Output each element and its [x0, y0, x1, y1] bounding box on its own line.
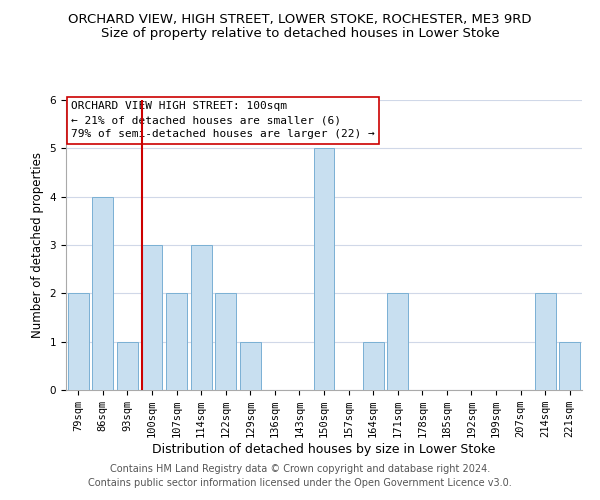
Bar [191, 245, 212, 390]
Bar [92, 196, 113, 390]
Text: Contains HM Land Registry data © Crown copyright and database right 2024.
Contai: Contains HM Land Registry data © Crown c… [88, 464, 512, 487]
Bar [535, 294, 556, 390]
Bar [117, 342, 138, 390]
X-axis label: Distribution of detached houses by size in Lower Stoke: Distribution of detached houses by size … [152, 443, 496, 456]
Bar [559, 342, 580, 390]
Bar [68, 294, 89, 390]
Text: ORCHARD VIEW, HIGH STREET, LOWER STOKE, ROCHESTER, ME3 9RD: ORCHARD VIEW, HIGH STREET, LOWER STOKE, … [68, 12, 532, 26]
Bar [387, 294, 408, 390]
Text: ORCHARD VIEW HIGH STREET: 100sqm
← 21% of detached houses are smaller (6)
79% of: ORCHARD VIEW HIGH STREET: 100sqm ← 21% o… [71, 102, 375, 140]
Text: Size of property relative to detached houses in Lower Stoke: Size of property relative to detached ho… [101, 28, 499, 40]
Bar [142, 245, 163, 390]
Bar [362, 342, 383, 390]
Bar [240, 342, 261, 390]
Y-axis label: Number of detached properties: Number of detached properties [31, 152, 44, 338]
Bar [166, 294, 187, 390]
Bar [215, 294, 236, 390]
Bar [314, 148, 334, 390]
